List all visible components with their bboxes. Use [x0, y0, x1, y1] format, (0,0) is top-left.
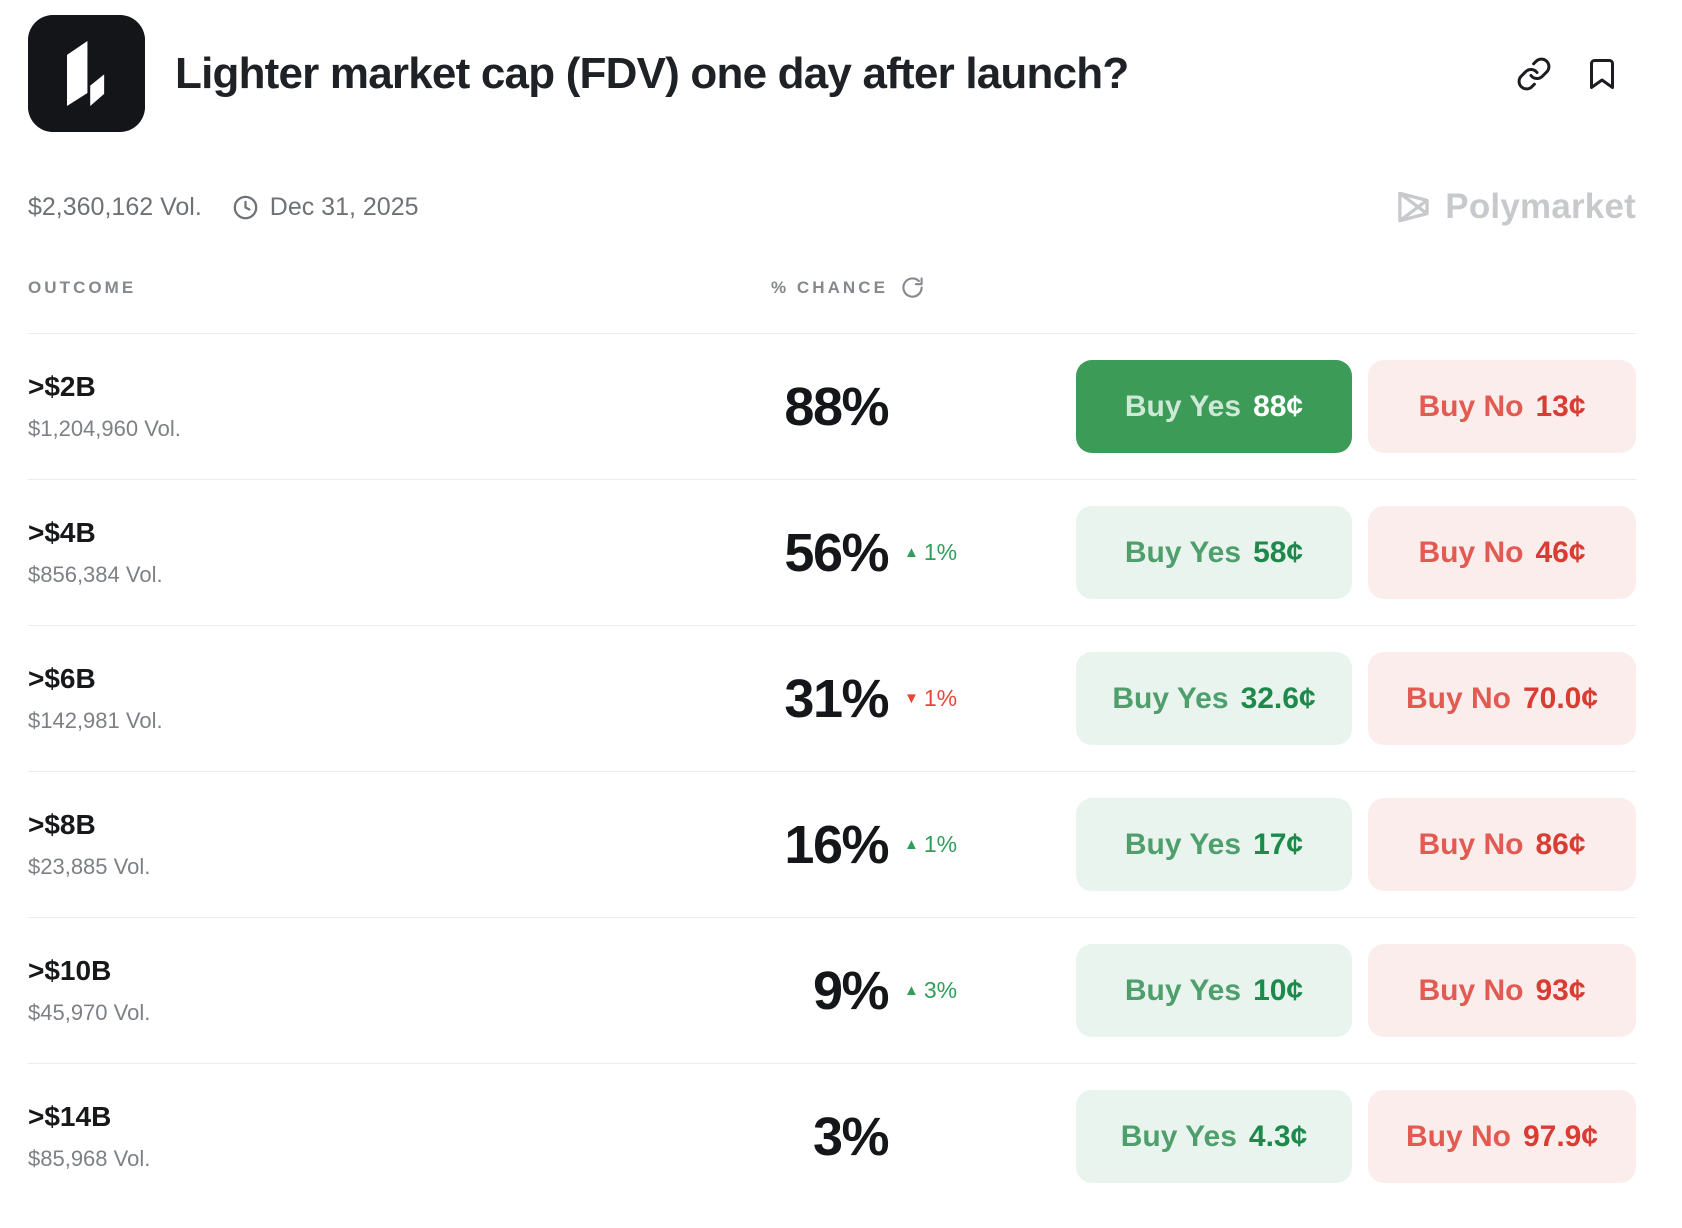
- delta-up-icon: ▲: [904, 982, 919, 999]
- table-row: >$8B $23,885 Vol. 16% ▲ 1% Buy Yes 17¢ B…: [28, 771, 1636, 917]
- buy-yes-button[interactable]: Buy Yes 32.6¢: [1076, 652, 1352, 745]
- chance-delta: ▲ 1%: [904, 539, 957, 566]
- polymarket-wordmark: Polymarket: [1445, 187, 1636, 226]
- chance-value: 16%: [784, 814, 889, 875]
- outcome-volume: $85,968 Vol.: [28, 1146, 151, 1171]
- outcome-volume: $45,970 Vol.: [28, 1000, 151, 1025]
- chance-delta: ▲ 1%: [904, 831, 957, 858]
- clock-icon: [232, 194, 259, 221]
- lighter-logo: [28, 15, 145, 132]
- bookmark-icon[interactable]: [1584, 56, 1620, 92]
- total-volume: $2,360,162 Vol.: [28, 192, 202, 221]
- link-icon[interactable]: [1516, 56, 1552, 92]
- stats-row: $2,360,162 Vol. Dec 31, 2025 Polymarket: [28, 184, 1636, 230]
- table-row: >$2B $1,204,960 Vol. 88% Buy Yes 88¢ Buy…: [28, 333, 1636, 479]
- table-row: >$4B $856,384 Vol. 56% ▲ 1% Buy Yes 58¢ …: [28, 479, 1636, 625]
- chance-cell: 88%: [648, 376, 980, 438]
- outcome-rows: >$2B $1,204,960 Vol. 88% Buy Yes 88¢ Buy…: [28, 333, 1636, 1209]
- lighter-logo-icon: [28, 15, 145, 132]
- column-headers: OUTCOME % CHANCE: [28, 276, 1636, 333]
- chance-value: 56%: [784, 522, 889, 583]
- outcome-name: >$4B: [28, 517, 96, 548]
- buy-no-button[interactable]: Buy No 70.0¢: [1368, 652, 1636, 745]
- trade-buttons: Buy Yes 17¢ Buy No 86¢: [980, 798, 1636, 891]
- buy-yes-button[interactable]: Buy Yes 58¢: [1076, 506, 1352, 599]
- outcome-cell: >$2B $1,204,960 Vol.: [28, 371, 648, 442]
- header: Lighter market cap (FDV) one day after l…: [28, 15, 1636, 132]
- buy-no-button[interactable]: Buy No 13¢: [1368, 360, 1636, 453]
- table-row: >$14B $85,968 Vol. 3% Buy Yes 4.3¢ Buy N…: [28, 1063, 1636, 1209]
- buy-yes-button[interactable]: Buy Yes 10¢: [1076, 944, 1352, 1037]
- buy-yes-button[interactable]: Buy Yes 88¢: [1076, 360, 1352, 453]
- outcome-cell: >$14B $85,968 Vol.: [28, 1101, 648, 1172]
- polymarket-brand[interactable]: Polymarket: [1392, 186, 1636, 228]
- table-row: >$10B $45,970 Vol. 9% ▲ 3% Buy Yes 10¢ B…: [28, 917, 1636, 1063]
- chance-cell: 3%: [648, 1106, 980, 1168]
- chance-delta: ▼ 1%: [904, 685, 957, 712]
- page-title: Lighter market cap (FDV) one day after l…: [175, 48, 1129, 98]
- trade-buttons: Buy Yes 32.6¢ Buy No 70.0¢: [980, 652, 1636, 745]
- trade-buttons: Buy Yes 88¢ Buy No 13¢: [980, 360, 1636, 453]
- outcome-name: >$6B: [28, 663, 96, 694]
- chance-cell: 16% ▲ 1%: [648, 814, 980, 876]
- buy-yes-button[interactable]: Buy Yes 4.3¢: [1076, 1090, 1352, 1183]
- outcome-cell: >$10B $45,970 Vol.: [28, 955, 648, 1026]
- trade-buttons: Buy Yes 4.3¢ Buy No 97.9¢: [980, 1090, 1636, 1183]
- chance-cell: 9% ▲ 3%: [648, 960, 980, 1022]
- outcome-volume: $23,885 Vol.: [28, 854, 151, 879]
- outcome-cell: >$6B $142,981 Vol.: [28, 663, 648, 734]
- header-actions: [1516, 56, 1636, 92]
- buy-yes-button[interactable]: Buy Yes 17¢: [1076, 798, 1352, 891]
- chance-value: 31%: [784, 668, 889, 729]
- delta-value: 3%: [923, 977, 958, 1003]
- delta-value: 1%: [923, 831, 958, 857]
- buy-no-button[interactable]: Buy No 97.9¢: [1368, 1090, 1636, 1183]
- delta-value: 1%: [923, 539, 958, 565]
- outcome-cell: >$4B $856,384 Vol.: [28, 517, 648, 588]
- outcome-cell: >$8B $23,885 Vol.: [28, 809, 648, 880]
- outcome-name: >$10B: [28, 955, 112, 986]
- outcome-column-header: OUTCOME: [28, 277, 137, 297]
- delta-up-icon: ▲: [904, 544, 919, 561]
- chance-value: 9%: [812, 960, 890, 1021]
- chance-column-header: % CHANCE: [648, 276, 980, 299]
- trade-buttons: Buy Yes 58¢ Buy No 46¢: [980, 506, 1636, 599]
- chance-value: 3%: [812, 1106, 890, 1167]
- delta-value: 1%: [923, 685, 958, 711]
- refresh-icon[interactable]: [901, 276, 924, 299]
- outcome-volume: $856,384 Vol.: [28, 562, 163, 587]
- outcome-name: >$8B: [28, 809, 96, 840]
- chance-delta: ▲ 3%: [904, 977, 957, 1004]
- trade-buttons: Buy Yes 10¢ Buy No 93¢: [980, 944, 1636, 1037]
- outcome-volume: $142,981 Vol.: [28, 708, 163, 733]
- outcome-name: >$2B: [28, 371, 96, 402]
- polymarket-logo-icon: [1398, 191, 1429, 223]
- chance-cell: 31% ▼ 1%: [648, 668, 980, 730]
- buy-no-button[interactable]: Buy No 46¢: [1368, 506, 1636, 599]
- end-date: Dec 31, 2025: [269, 192, 419, 221]
- outcome-name: >$14B: [28, 1101, 112, 1132]
- chance-cell: 56% ▲ 1%: [648, 522, 980, 584]
- outcome-volume: $1,204,960 Vol.: [28, 416, 181, 441]
- delta-up-icon: ▲: [904, 836, 919, 853]
- buy-no-button[interactable]: Buy No 93¢: [1368, 944, 1636, 1037]
- delta-down-icon: ▼: [904, 690, 919, 707]
- table-row: >$6B $142,981 Vol. 31% ▼ 1% Buy Yes 32.6…: [28, 625, 1636, 771]
- buy-no-button[interactable]: Buy No 86¢: [1368, 798, 1636, 891]
- chance-value: 88%: [784, 376, 889, 437]
